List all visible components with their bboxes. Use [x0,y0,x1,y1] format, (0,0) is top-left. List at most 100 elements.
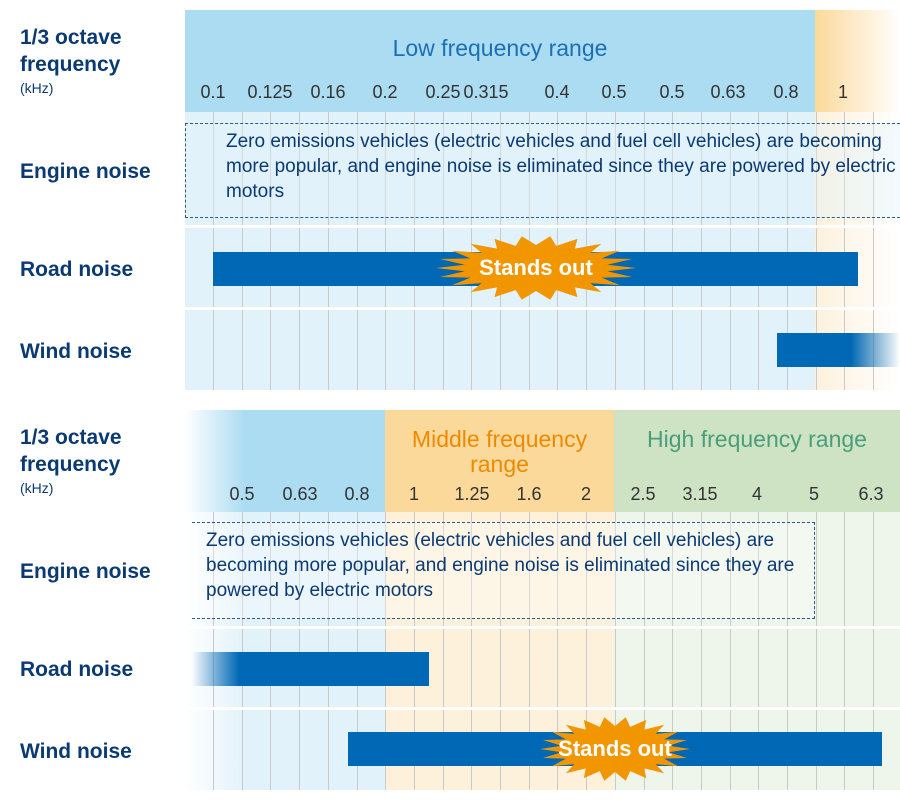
grid-line [241,112,243,390]
axis-unit: (kHz) [20,80,54,96]
mid-range-header [385,410,614,512]
tick-label: 2 [580,484,592,504]
stands-out-badge: Stands out [436,236,636,300]
grid-line [413,512,415,790]
tick-label: 0.16 [310,82,346,102]
grid-line [356,512,358,790]
tick-label: 3.15 [682,484,718,504]
grid-line [385,512,387,790]
grid-line [270,112,272,390]
high-range-title: High frequency range [647,426,867,452]
grid-line [528,512,530,790]
tick-label: 0.4 [544,82,570,102]
grid-line [213,512,214,790]
tick-label: 0.5 [229,484,255,504]
mid-range-header-fade [815,10,900,112]
tick-label: 0.125 [247,82,293,102]
row-label-engine: Engine noise [20,560,151,583]
grid-line [557,512,559,790]
grid-line [787,112,788,390]
tick-label: 0.5 [601,82,627,102]
grid-line [787,512,788,790]
engine-note: Zero emissions vehicles (electric vehicl… [192,522,815,619]
low-range-header [185,10,815,112]
row-divider [185,307,900,310]
tick-label: 0.8 [773,82,799,102]
wind-noise-bar [777,333,900,367]
grid-line [700,112,702,390]
tick-label: 0.315 [463,82,509,102]
grid-line [385,112,387,390]
grid-line [299,112,301,390]
tick-label: 0.2 [372,82,398,102]
grid-line [356,112,358,390]
grid-line [729,512,731,790]
grid-line [672,512,674,790]
grid-line [729,112,731,390]
row-label-road: Road noise [20,258,134,281]
grid-line [241,512,243,790]
grid-line [873,112,875,390]
tick-label: 1 [837,82,849,102]
axis-label: 1/3 octave frequency [20,26,122,76]
grid-line [500,512,501,790]
grid-line [844,112,846,390]
grid-line [643,512,645,790]
grid-line [873,512,875,790]
stands-out-badge: Stands out [540,717,690,781]
tick-label: 1.6 [516,484,542,504]
low-range-title: Low frequency range [392,35,608,61]
grid-line [844,512,846,790]
tick-label: 0.5 [659,82,685,102]
grid-line [213,112,214,390]
tick-label: 0.63 [710,82,746,102]
tick-label: 5 [808,484,820,504]
axis-unit: (kHz) [20,480,54,496]
starburst-icon [436,236,636,300]
mid-range-title: Middle frequency range [411,426,588,477]
grid-line [700,512,702,790]
grid-line [672,112,674,390]
grid-line [643,112,645,390]
grid-line [815,512,817,790]
grid-line [614,112,616,390]
grid-line [442,112,444,390]
grid-line [270,512,272,790]
tick-label: 4 [751,484,763,504]
road-noise-bar [192,652,429,686]
low-range-header-fade [185,410,385,512]
tick-label: 0.63 [282,484,318,504]
grid-line [327,112,329,390]
row-divider [185,626,900,629]
axis-label: 1/3 octave frequency [20,426,122,476]
grid-line [413,112,415,390]
row-divider [185,225,900,228]
grid-line [471,512,473,790]
grid-line [442,512,444,790]
grid-line [586,512,588,790]
grid-line [758,512,760,790]
tick-label: 6.3 [858,484,884,504]
grid-line [327,512,329,790]
row-label-engine: Engine noise [20,160,151,183]
row-label-wind: Wind noise [20,340,132,363]
grid-line [758,112,760,390]
grid-line [471,112,473,390]
grid-line [815,112,817,390]
starburst-icon [540,717,690,781]
grid-line [614,512,616,790]
badge-text: Stands out [479,255,593,280]
tick-label: 0.1 [200,82,226,102]
tick-label: 1.25 [454,484,490,504]
tick-label: 0.8 [344,484,370,504]
tick-label: 1 [408,484,420,504]
tick-label: 2.5 [630,484,656,504]
row-label-wind: Wind noise [20,740,132,763]
tick-label: 0.25 [425,82,461,102]
high-range-header [614,410,900,512]
badge-text: Stands out [558,736,672,761]
grid-line [299,512,301,790]
row-label-road: Road noise [20,658,134,681]
engine-note: Zero emissions vehicles (electric vehicl… [185,123,900,218]
row-divider [185,707,900,710]
